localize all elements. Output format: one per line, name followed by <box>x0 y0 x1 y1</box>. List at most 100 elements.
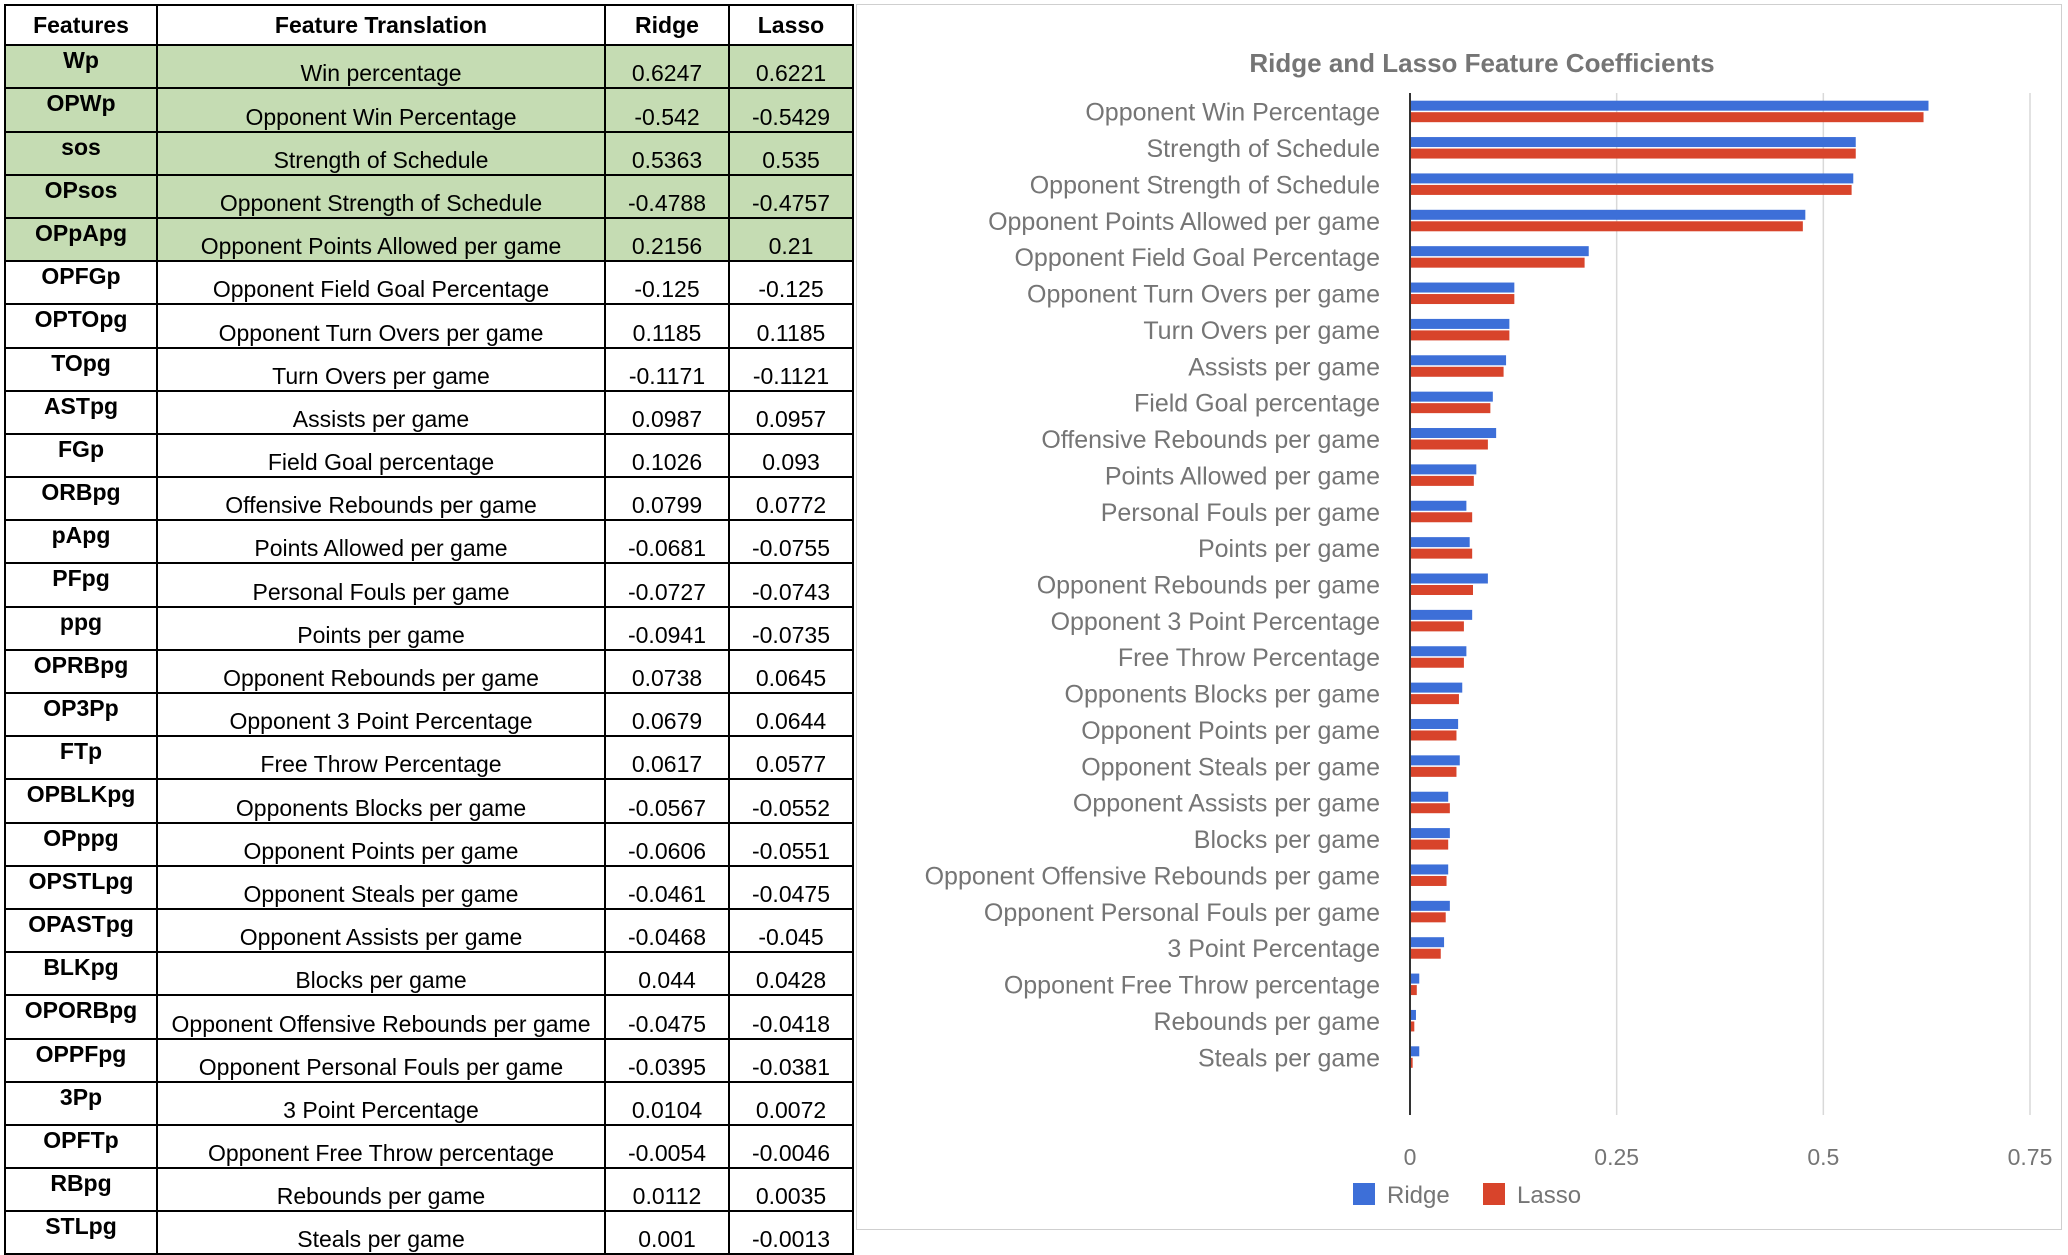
lasso-value-cell: -0.125 <box>728 260 854 306</box>
feature-translation-cell: Opponent Offensive Rebounds per game <box>156 994 606 1040</box>
lasso-value-cell: -0.4757 <box>728 173 854 219</box>
feature-translation-cell: Opponent Field Goal Percentage <box>156 260 606 306</box>
category-label: Steals per game <box>1198 1044 1380 1072</box>
feature-translation-cell: Opponents Blocks per game <box>156 778 606 824</box>
lasso-value-cell: -0.0418 <box>728 994 854 1040</box>
category-label: Opponent Assists per game <box>1073 790 1380 818</box>
ridge-value-cell: -0.0054 <box>604 1123 730 1170</box>
feature-abbr-cell: ppg <box>4 605 158 651</box>
feature-translation-cell: Win percentage <box>156 44 606 90</box>
feature-abbr-cell: sos <box>4 130 158 176</box>
lasso-value-cell: 0.6221 <box>728 44 854 90</box>
ridge-bar <box>1411 137 1856 148</box>
feature-abbr-cell: OPRBpg <box>4 648 158 695</box>
legend-ridge-label: Ridge <box>1387 1182 1450 1209</box>
lasso-bar <box>1411 148 1856 159</box>
feature-abbr-cell: OPBLKpg <box>4 778 158 824</box>
table-row: ASTpg Assists per game 0.0987 0.0957 <box>4 389 854 435</box>
feature-abbr-cell: OPFGp <box>4 260 158 306</box>
lasso-bar <box>1411 621 1464 632</box>
category-label: Personal Fouls per game <box>1101 499 1380 527</box>
header-features: Features <box>4 3 158 47</box>
lasso-value-cell: -0.0551 <box>728 821 854 867</box>
feature-translation-cell: Opponent Points Allowed per game <box>156 216 606 263</box>
ridge-bar <box>1411 900 1450 911</box>
feature-translation-cell: Opponent Points per game <box>156 821 606 867</box>
ridge-bar <box>1411 391 1493 402</box>
feature-translation-cell: Blocks per game <box>156 951 606 997</box>
category-label: Opponent 3 Point Percentage <box>1051 608 1380 636</box>
lasso-value-cell: -0.0013 <box>728 1210 854 1255</box>
table-row: OP3Pp Opponent 3 Point Percentage 0.0679 0.… <box>4 691 854 738</box>
legend-ridge-swatch <box>1353 1183 1375 1205</box>
feature-abbr-cell: OPSTLpg <box>4 864 158 910</box>
category-label: Offensive Rebounds per game <box>1041 426 1380 454</box>
ridge-value-cell: 0.6247 <box>604 44 730 90</box>
lasso-bar <box>1411 512 1473 523</box>
ridge-bar <box>1411 209 1806 220</box>
lasso-value-cell: -0.0735 <box>728 605 854 651</box>
lasso-bar <box>1411 475 1474 486</box>
lasso-bar <box>1411 875 1447 886</box>
lasso-value-cell: -0.1121 <box>728 346 854 392</box>
category-label: Opponent Points Allowed per game <box>988 208 1380 236</box>
category-labels: Opponent Win Percentage Strength of Sched… <box>925 99 1380 1073</box>
ridge-value-cell: -0.0475 <box>604 994 730 1040</box>
feature-abbr-cell: OPASTpg <box>4 907 158 954</box>
ridge-value-cell: 0.0679 <box>604 691 730 738</box>
lasso-bar <box>1411 912 1446 923</box>
lasso-bar <box>1411 948 1441 959</box>
lasso-bar <box>1411 221 1803 232</box>
lasso-bar <box>1411 839 1449 850</box>
x-tick-label: 0 <box>1404 1144 1417 1170</box>
features-table-panel: Features Feature Translation Ridge Lasso… <box>4 3 854 1255</box>
table-row: FGp Field Goal percentage 0.1026 0.093 <box>4 432 854 479</box>
feature-abbr-cell: OPpApg <box>4 216 158 263</box>
ridge-bar <box>1411 937 1445 948</box>
table-row: BLKpg Blocks per game 0.044 0.0428 <box>4 951 854 997</box>
category-label: Opponent Strength of Schedule <box>1030 171 1380 199</box>
feature-abbr-cell: OPTOpg <box>4 303 158 349</box>
table-row: OPBLKpg Opponents Blocks per game -0.0567-… <box>4 778 854 824</box>
lasso-bar <box>1411 730 1457 741</box>
lasso-value-cell: -0.0475 <box>728 864 854 910</box>
ridge-value-cell: -0.0468 <box>604 907 730 954</box>
ridge-value-cell: 0.0104 <box>604 1080 730 1126</box>
table-row: OPTOpg Opponent Turn Overs per game 0.1185… <box>4 303 854 349</box>
lasso-value-cell: -0.0381 <box>728 1037 854 1083</box>
lasso-bar <box>1411 330 1510 341</box>
lasso-value-cell: 0.0644 <box>728 691 854 738</box>
table-row: FTp Free Throw Percentage 0.0617 0.0577 <box>4 735 854 781</box>
ridge-value-cell: 0.001 <box>604 1210 730 1255</box>
lasso-value-cell: 0.1185 <box>728 303 854 349</box>
legend: Ridge Lasso <box>1353 1182 1581 1209</box>
chart-panel: Ridge and Lasso Feature Coefficients Opp… <box>856 4 2062 1230</box>
chart-title: Ridge and Lasso Feature Coefficients <box>1249 48 1714 78</box>
ridge-bar <box>1411 718 1459 729</box>
lasso-bar <box>1411 184 1852 195</box>
feature-abbr-cell: BLKpg <box>4 951 158 997</box>
feature-translation-cell: Assists per game <box>156 389 606 435</box>
category-label: Opponent Win Percentage <box>1085 99 1380 127</box>
feature-abbr-cell: ORBpg <box>4 476 158 522</box>
ridge-bar <box>1411 973 1420 984</box>
lasso-bar <box>1411 366 1504 377</box>
ridge-value-cell: -0.4788 <box>604 173 730 219</box>
header-feature-translation: Feature Translation <box>156 3 606 47</box>
lasso-bar <box>1411 294 1515 305</box>
feature-translation-cell: Opponent Win Percentage <box>156 87 606 133</box>
feature-translation-cell: Rebounds per game <box>156 1167 606 1213</box>
category-label: Assists per game <box>1188 353 1380 381</box>
ridge-bar <box>1411 791 1449 802</box>
ridge-value-cell: -0.0395 <box>604 1037 730 1083</box>
ridge-bar <box>1411 828 1450 839</box>
ridge-bar <box>1411 682 1463 693</box>
ridge-value-cell: -0.0461 <box>604 864 730 910</box>
table-row: OPASTpg Opponent Assists per game -0.0468-… <box>4 907 854 954</box>
ridge-value-cell: 0.1026 <box>604 432 730 479</box>
x-tick-label: 0.75 <box>2008 1144 2053 1170</box>
ridge-bar <box>1411 246 1589 257</box>
category-label: Opponent Field Goal Percentage <box>1014 244 1380 272</box>
ridge-value-cell: -0.0567 <box>604 778 730 824</box>
category-label: Opponent Offensive Rebounds per game <box>925 862 1380 890</box>
